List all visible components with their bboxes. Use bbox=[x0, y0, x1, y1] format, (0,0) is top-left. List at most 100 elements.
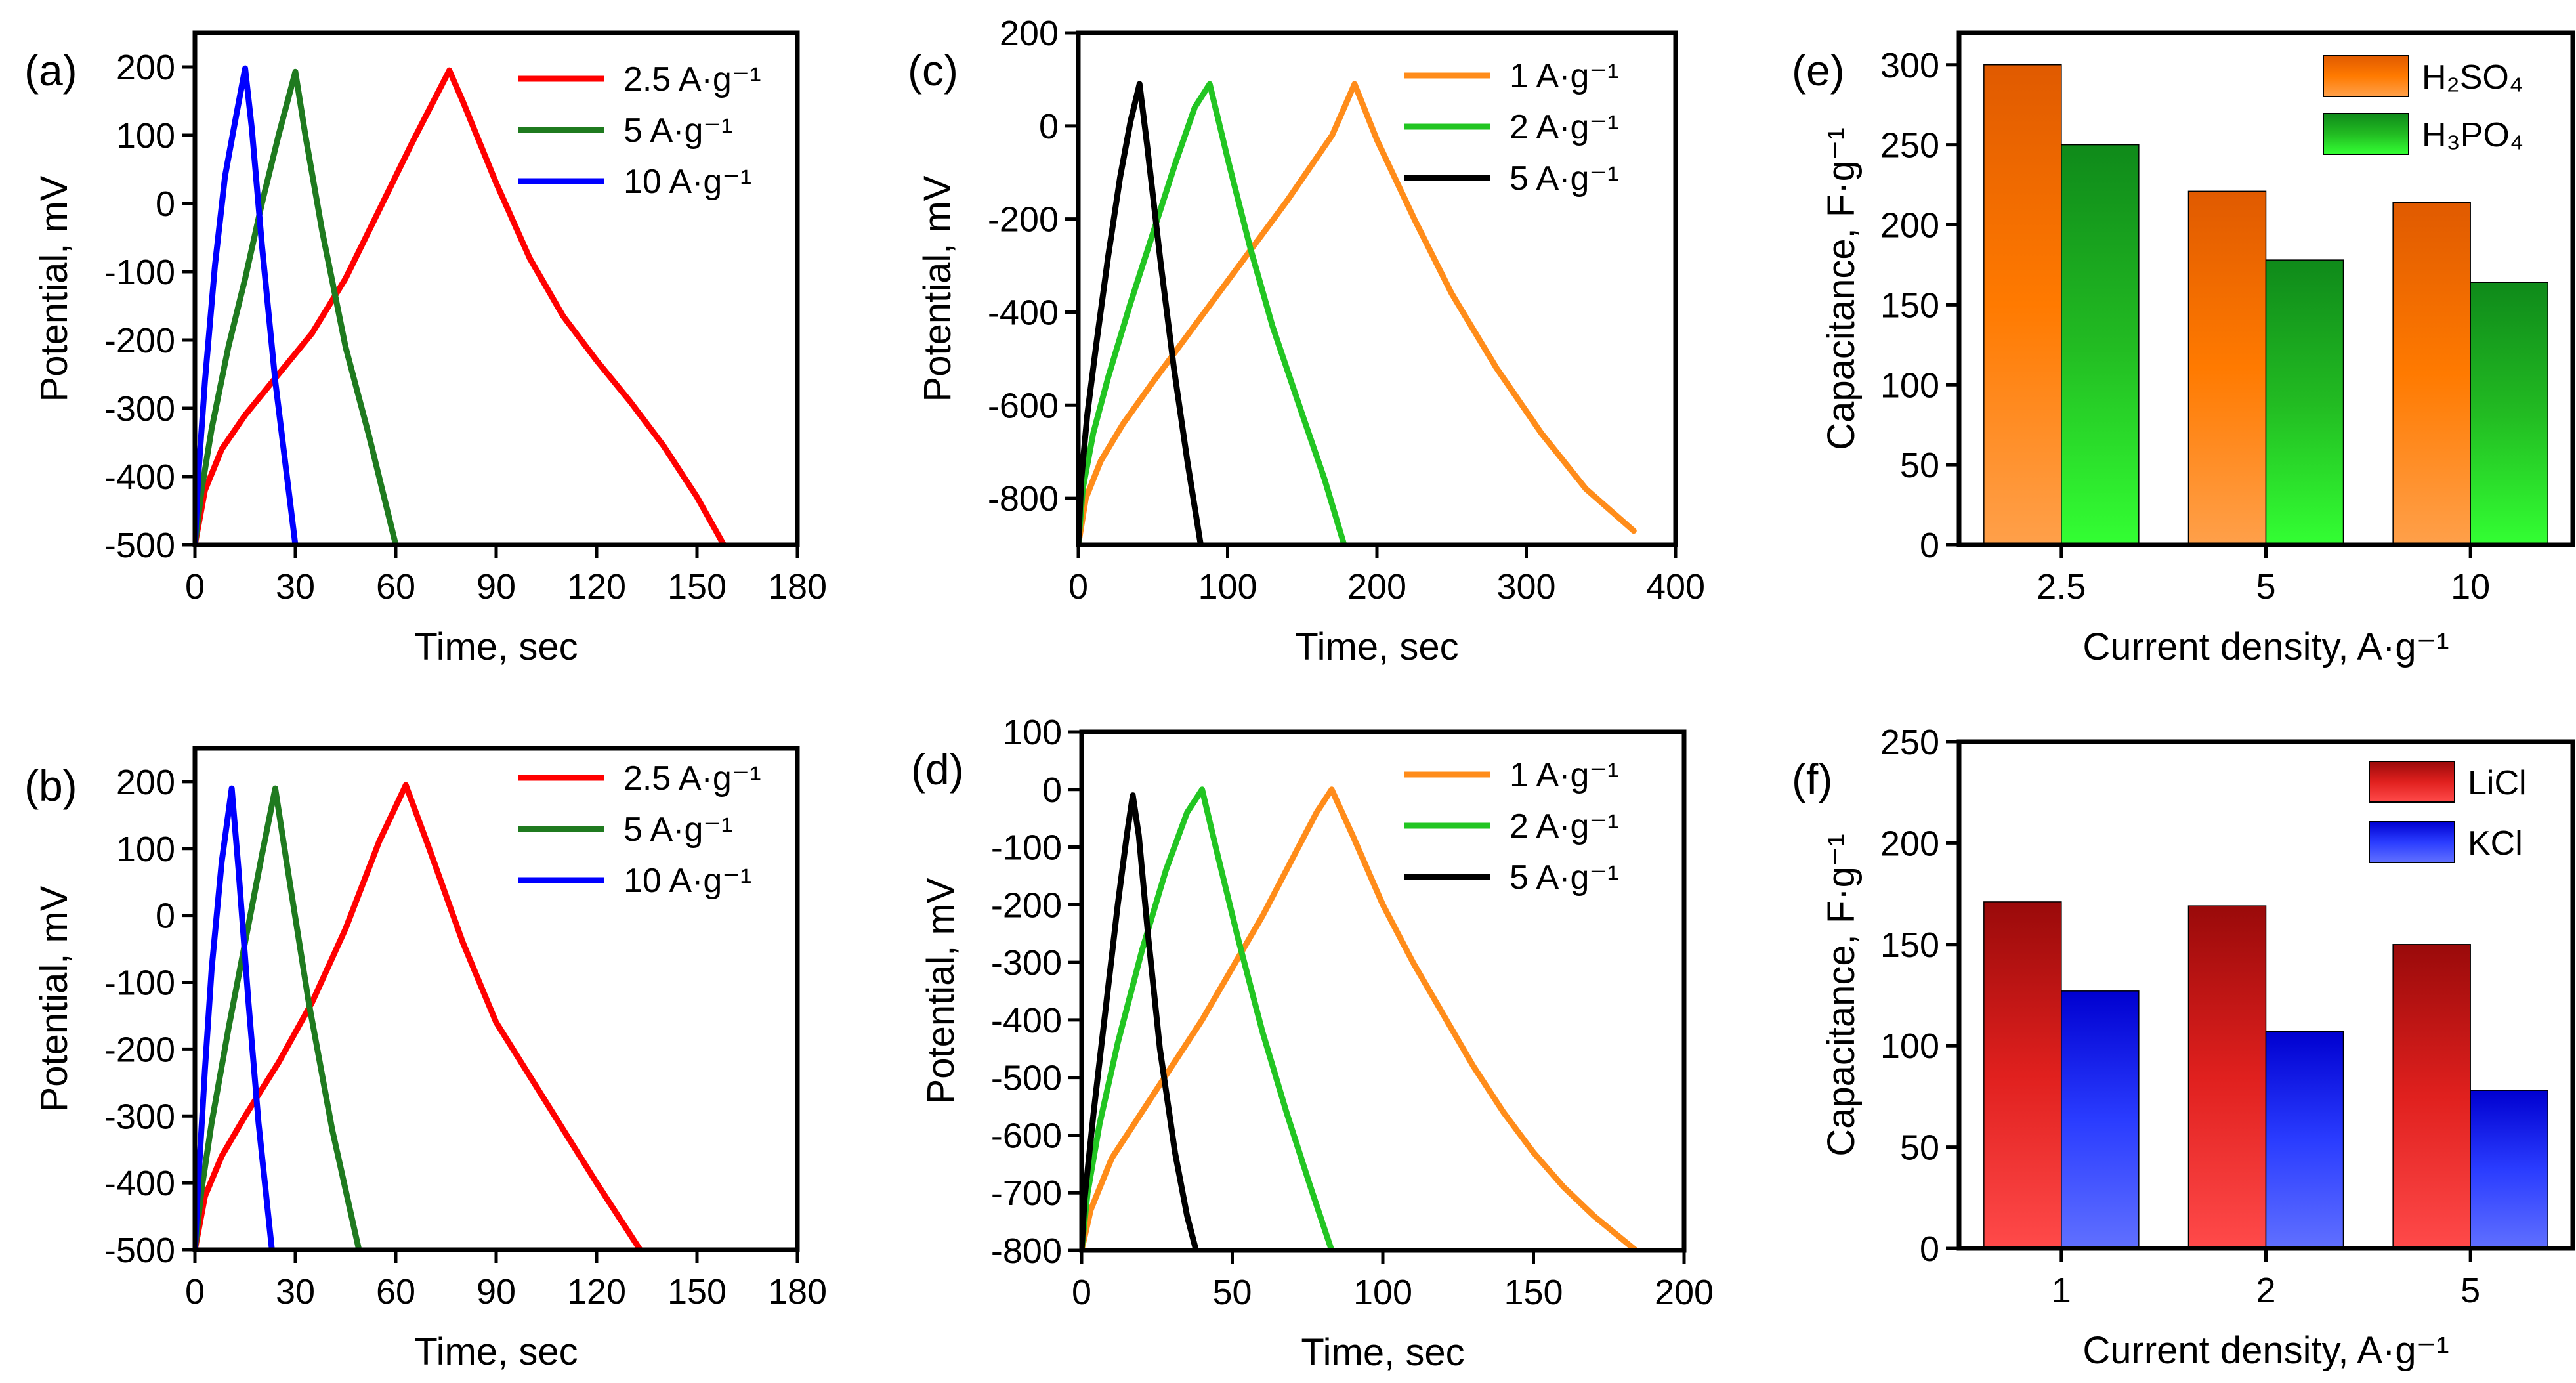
panel-d: -800 -700 -600 -500 -400 -300 -200 -100 0 100 0 50 1… bbox=[911, 713, 1714, 1374]
y-tick-label: -100 bbox=[104, 253, 175, 292]
x-tick-label: 2 bbox=[2256, 1271, 2275, 1310]
panel-label: (b) bbox=[24, 761, 77, 810]
y-tick-label: 200 bbox=[1000, 14, 1059, 53]
panel-b: -500 -400 -300 -200 -100 0 100 200 0 30 60 90 120 150… bbox=[24, 746, 827, 1373]
legend-swatch-1 bbox=[2369, 821, 2455, 863]
y-tick-label: -400 bbox=[988, 293, 1059, 332]
series-line-2 bbox=[1078, 81, 1204, 545]
panel-label: (c) bbox=[908, 46, 958, 95]
x-tick-label: 5 bbox=[2256, 567, 2275, 606]
legend-label-1: 5 A·g⁻¹ bbox=[623, 112, 732, 150]
x-axis-label: Time, sec bbox=[1295, 626, 1458, 668]
y-tick-label: 200 bbox=[1880, 206, 1939, 245]
y-tick-label: 100 bbox=[1880, 366, 1939, 405]
x-axis-label: Time, sec bbox=[1301, 1331, 1464, 1374]
x-tick-label: 300 bbox=[1496, 567, 1555, 606]
series-line-2 bbox=[1082, 792, 1199, 1250]
y-axis-label: Capacitance, F·g⁻¹ bbox=[1820, 834, 1863, 1157]
legend-label-1: 2 A·g⁻¹ bbox=[1510, 108, 1618, 146]
y-tick-label: 50 bbox=[1900, 1128, 1939, 1168]
panel-label: (d) bbox=[911, 745, 964, 794]
y-tick-label: -200 bbox=[988, 200, 1059, 240]
legend-label-0: 1 A·g⁻¹ bbox=[1510, 756, 1618, 794]
panel-label: (e) bbox=[1792, 46, 1845, 95]
legend-label-2: 10 A·g⁻¹ bbox=[623, 163, 751, 201]
legend-label-1: H₃PO₄ bbox=[2422, 116, 2523, 154]
y-tick-label: 0 bbox=[1920, 526, 1939, 565]
bar-f-1-1 bbox=[2265, 1031, 2344, 1249]
y-tick-label: 200 bbox=[1880, 824, 1939, 863]
series-line-0 bbox=[195, 67, 727, 545]
y-tick-label: -500 bbox=[104, 1231, 175, 1270]
x-tick-label: 50 bbox=[1212, 1273, 1252, 1312]
panel-c: -800 -600 -400 -200 0 200 0 100 200 300 400 1 A·g⁻¹… bbox=[908, 14, 1705, 668]
series-line-1 bbox=[1082, 786, 1335, 1250]
bar-f-0-2 bbox=[2392, 944, 2471, 1249]
y-tick-label: -300 bbox=[104, 389, 175, 429]
x-tick-label: 0 bbox=[185, 1272, 205, 1311]
x-tick-label: 90 bbox=[476, 1272, 516, 1311]
legend-swatch-0 bbox=[2323, 55, 2409, 97]
x-tick-label: 60 bbox=[376, 1272, 415, 1311]
panel-a: -500 -400 -300 -200 -100 0 100 200 0 30 60 90 120 150… bbox=[24, 30, 827, 668]
y-tick-label: 100 bbox=[116, 830, 175, 869]
y-tick-label: 300 bbox=[1880, 46, 1939, 85]
x-tick-label: 180 bbox=[768, 1272, 827, 1311]
y-tick-label: -200 bbox=[991, 885, 1062, 925]
y-tick-label: -600 bbox=[991, 1116, 1062, 1155]
bar-f-1-0 bbox=[2061, 990, 2140, 1249]
plot-frame bbox=[1079, 729, 1687, 1253]
y-tick-label: -600 bbox=[988, 386, 1059, 425]
plot-frame bbox=[1956, 30, 2575, 547]
panel-e: 0 50 100 150 200 250 300 2.5 5 10 H₂SO₄ H₃PO₄ Curren… bbox=[1792, 30, 2575, 668]
y-tick-label: 100 bbox=[1003, 713, 1062, 752]
bar-f-0-0 bbox=[1983, 901, 2062, 1249]
y-tick-label: 250 bbox=[1880, 723, 1939, 762]
y-tick-label: -800 bbox=[988, 479, 1059, 519]
legend-label-2: 10 A·g⁻¹ bbox=[623, 862, 751, 900]
series-line-0 bbox=[195, 782, 643, 1250]
y-tick-label: 100 bbox=[1880, 1027, 1939, 1066]
x-axis-label: Time, sec bbox=[414, 626, 578, 668]
bar-f-1-2 bbox=[2470, 1090, 2548, 1249]
y-tick-label: 50 bbox=[1900, 446, 1939, 485]
x-tick-label: 200 bbox=[1655, 1273, 1714, 1312]
y-tick-label: 0 bbox=[156, 897, 175, 936]
x-tick-label: 10 bbox=[2451, 567, 2490, 606]
bar-f-0-1 bbox=[2187, 905, 2267, 1249]
y-axis-label: Potential, mV bbox=[33, 885, 75, 1112]
series-line-1 bbox=[195, 68, 399, 545]
legend-label-0: 1 A·g⁻¹ bbox=[1510, 57, 1618, 95]
y-axis-label: Potential, mV bbox=[919, 878, 962, 1104]
y-tick-label: -200 bbox=[104, 1030, 175, 1069]
y-tick-label: 150 bbox=[1880, 926, 1939, 965]
x-tick-label: 150 bbox=[667, 567, 727, 606]
y-tick-label: 200 bbox=[116, 48, 175, 87]
x-axis-label: Current density, A·g⁻¹ bbox=[2082, 1329, 2449, 1372]
y-tick-label: 200 bbox=[116, 763, 175, 802]
legend-label-2: 5 A·g⁻¹ bbox=[1510, 160, 1618, 198]
y-tick-label: -500 bbox=[104, 526, 175, 565]
plot-frame bbox=[1956, 739, 2575, 1251]
x-tick-label: 1 bbox=[2052, 1271, 2071, 1310]
panel-label: (f) bbox=[1792, 755, 1832, 803]
panel-f: 0 50 100 150 200 250 1 2 5 LiCl KCl Current density… bbox=[1792, 723, 2575, 1372]
x-tick-label: 5 bbox=[2460, 1271, 2480, 1310]
y-tick-label: 100 bbox=[116, 116, 175, 156]
bar-e-0-2 bbox=[2392, 202, 2471, 545]
bar-e-0-0 bbox=[1983, 64, 2062, 545]
x-tick-label: 180 bbox=[768, 567, 827, 606]
y-axis-label: Potential, mV bbox=[33, 175, 75, 402]
bar-e-1-2 bbox=[2470, 282, 2548, 545]
legend-label-0: 2.5 A·g⁻¹ bbox=[623, 60, 761, 98]
legend-label-1: KCl bbox=[2468, 824, 2523, 862]
y-tick-label: -200 bbox=[104, 321, 175, 360]
bar-e-0-1 bbox=[2187, 190, 2267, 545]
legend-label-0: LiCl bbox=[2468, 764, 2527, 802]
legend-label-1: 2 A·g⁻¹ bbox=[1510, 807, 1618, 845]
panel-label: (a) bbox=[24, 46, 77, 95]
y-tick-label: -400 bbox=[104, 457, 175, 497]
x-tick-label: 0 bbox=[1072, 1273, 1091, 1312]
legend-label-2: 5 A·g⁻¹ bbox=[1510, 859, 1618, 897]
